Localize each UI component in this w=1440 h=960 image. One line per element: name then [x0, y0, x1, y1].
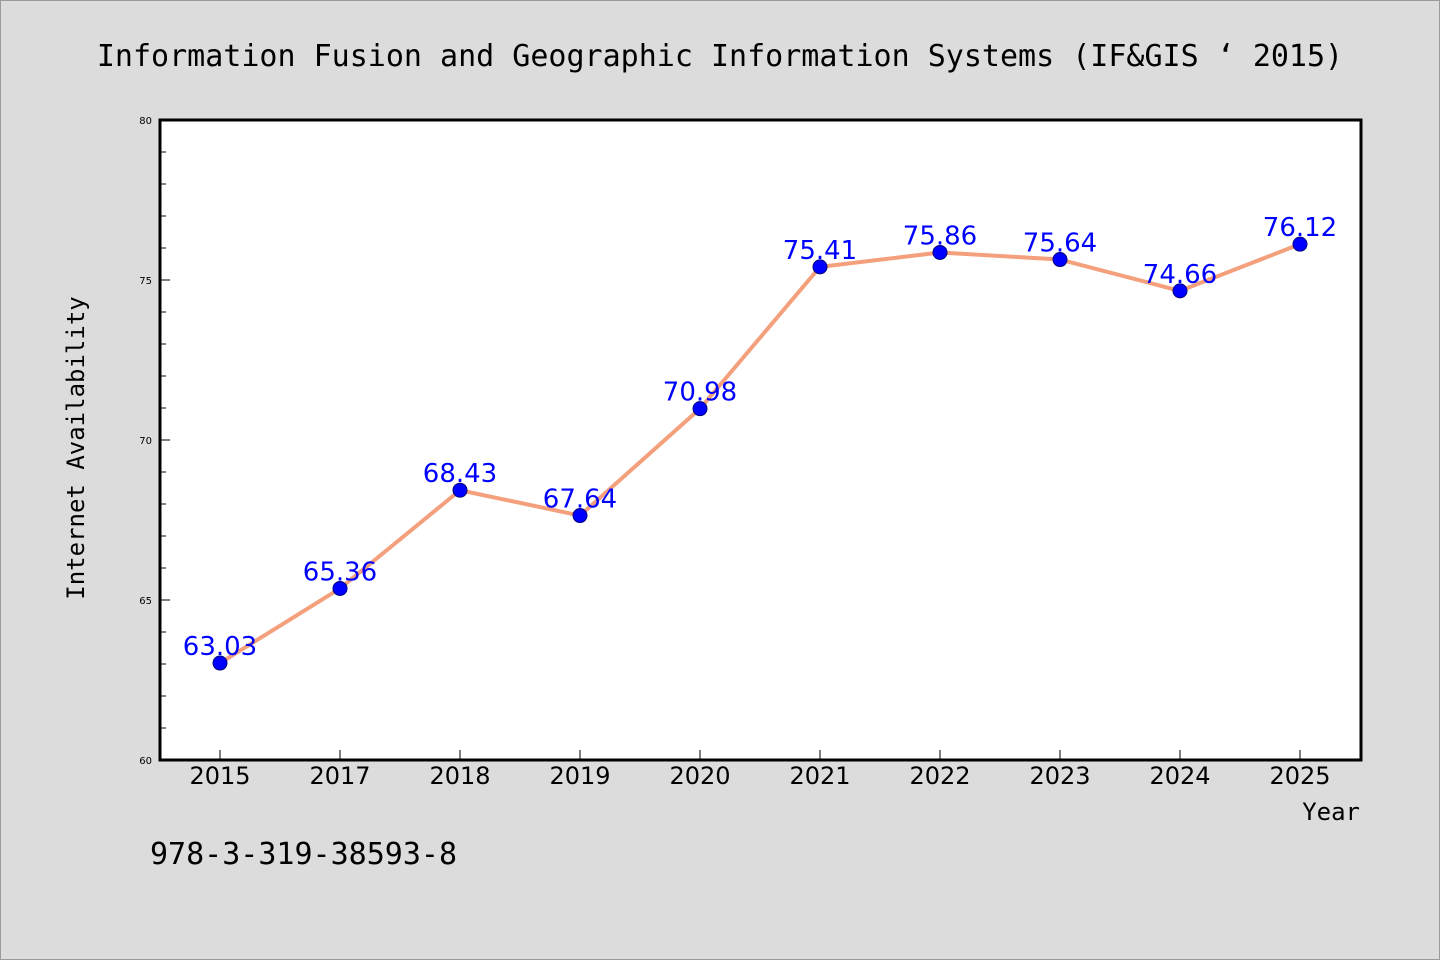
- data-label: 75.64: [1023, 229, 1097, 259]
- y-tick-label: 70: [139, 436, 152, 447]
- data-label: 65.36: [303, 557, 377, 587]
- x-tick-label: 2024: [1149, 762, 1210, 790]
- y-tick-label: 75: [139, 276, 152, 287]
- data-point: [812, 259, 828, 275]
- data-point: [932, 244, 948, 260]
- chart-title: Information Fusion and Geographic Inform…: [97, 39, 1343, 74]
- data-label: 68.43: [423, 459, 497, 489]
- isbn-text: 978-3-319-38593-8: [150, 837, 457, 872]
- data-label: 74.66: [1143, 260, 1217, 290]
- data-point: [1172, 283, 1188, 299]
- data-point: [452, 482, 468, 498]
- plot-area: [158, 118, 1363, 762]
- data-point: [1292, 236, 1308, 252]
- y-axis: 60 65 70 75 80: [139, 116, 170, 767]
- x-tick-label: 2023: [1029, 762, 1090, 790]
- data-label: 75.41: [783, 236, 857, 266]
- series-line: [218, 242, 1302, 666]
- x-tick-label: 2022: [909, 762, 970, 790]
- y-tick-label: 60: [139, 756, 152, 767]
- x-axis: 2015 2017 2018 2019 2020 2021 2022 2023 2024 2025: [189, 750, 1331, 790]
- y-tick-label: 80: [139, 116, 152, 127]
- data-label: 76.12: [1263, 213, 1337, 243]
- x-tick-label: 2019: [549, 762, 610, 790]
- data-points: [212, 236, 1308, 671]
- x-tick-label: 2020: [669, 762, 730, 790]
- data-labels: 63.03 65.36 68.43 67.64 70.98 75.41 75.86 75.64…: [183, 213, 1337, 662]
- data-label: 75.86: [903, 221, 977, 251]
- data-label: 70.98: [663, 378, 737, 408]
- data-point: [212, 655, 228, 671]
- x-axis-label: Year: [1302, 798, 1360, 826]
- series-line-group: [218, 242, 1302, 666]
- y-tick-label: 65: [139, 596, 152, 607]
- x-tick-label: 2015: [189, 762, 250, 790]
- x-tick-label: 2025: [1269, 762, 1330, 790]
- data-label: 63.03: [183, 632, 257, 662]
- x-tick-label: 2017: [309, 762, 370, 790]
- data-label: 67.64: [543, 485, 617, 515]
- data-point: [1052, 252, 1068, 268]
- data-point: [692, 401, 708, 417]
- data-point: [332, 580, 348, 596]
- data-point: [572, 508, 588, 524]
- y-axis-label: Internet Availability: [62, 296, 90, 599]
- x-tick-label: 2018: [429, 762, 490, 790]
- x-tick-label: 2021: [789, 762, 850, 790]
